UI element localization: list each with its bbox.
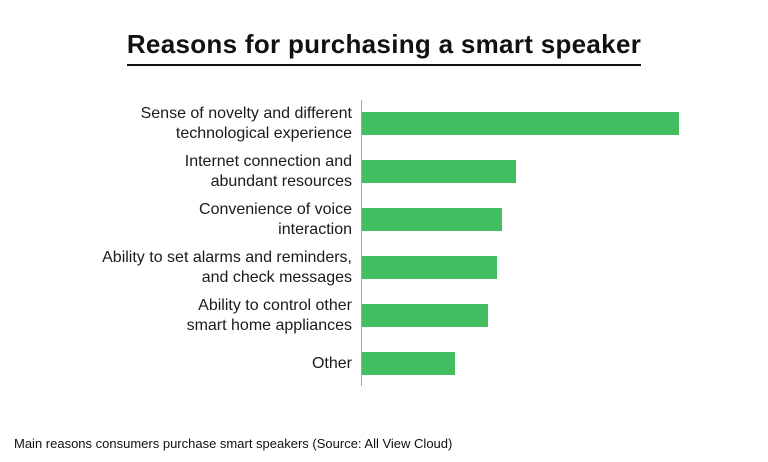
category-label: Ability to control other smart home appl… bbox=[186, 297, 352, 334]
y-axis-line bbox=[361, 99, 362, 386]
bar bbox=[362, 112, 679, 136]
category-label: Sense of novelty and different technolog… bbox=[140, 105, 352, 142]
bar bbox=[362, 304, 488, 328]
plot-area bbox=[361, 148, 768, 196]
plot-area bbox=[361, 196, 768, 244]
category-label: Ability to set alarms and reminders, and… bbox=[102, 249, 352, 286]
title-wrap: Reasons for purchasing a smart speaker bbox=[0, 30, 768, 66]
bar-chart: Sense of novelty and different technolog… bbox=[0, 99, 768, 388]
bar bbox=[362, 160, 516, 184]
chart-row: Internet connection and abundant resourc… bbox=[0, 148, 768, 196]
chart-row: Sense of novelty and different technolog… bbox=[0, 100, 768, 148]
category-label: Internet connection and abundant resourc… bbox=[184, 153, 352, 190]
category-label: Other bbox=[311, 354, 352, 372]
chart-title: Reasons for purchasing a smart speaker bbox=[126, 30, 642, 66]
source-note: Main reasons consumers purchase smart sp… bbox=[14, 436, 453, 451]
plot-area bbox=[361, 100, 768, 148]
chart-row: Convenience of voice interaction bbox=[0, 196, 768, 244]
category-label: Convenience of voice interaction bbox=[199, 201, 352, 238]
plot-area bbox=[361, 244, 768, 292]
bar bbox=[362, 208, 502, 232]
chart-row: Ability to set alarms and reminders, and… bbox=[0, 244, 768, 292]
plot-area bbox=[361, 340, 768, 388]
chart-rows: Sense of novelty and different technolog… bbox=[0, 100, 768, 388]
chart-row: Ability to control other smart home appl… bbox=[0, 292, 768, 340]
bar bbox=[362, 352, 456, 376]
chart-row: Other bbox=[0, 340, 768, 388]
bar bbox=[362, 256, 498, 280]
plot-area bbox=[361, 292, 768, 340]
